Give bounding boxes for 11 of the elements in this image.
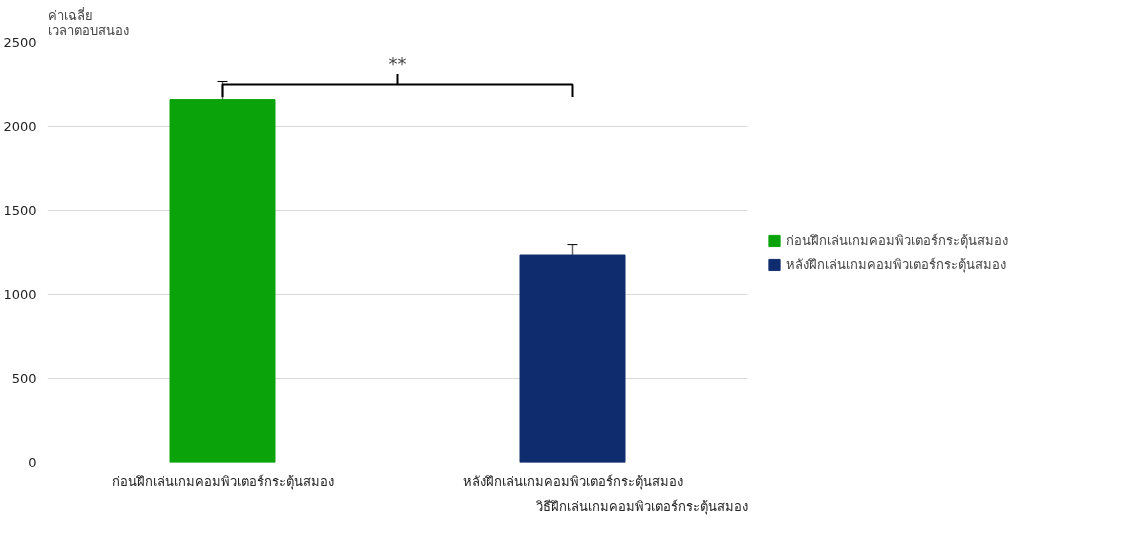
y-tick-label: 500 [11,371,37,386]
y-tick-label: 1000 [3,287,37,302]
y-tick-label: 2500 [3,35,37,50]
y-axis-title: ค่าเฉลี่ย เวลาตอบสนอง [47,6,129,38]
x-axis-title: วิธีฝึกเล่นเกมคอมพิวเตอร์กระตุ้นสมอง [534,498,748,515]
y-tick-label: 1500 [3,203,37,218]
legend-label: ก่อนฝึกเล่นเกมคอมพิวเตอร์กระตุ้นสมอง [786,231,1008,251]
legend-label: หลังฝึกเล่นเกมคอมพิวเตอร์กระตุ้นสมอง [786,255,1006,275]
y-tick-label: 2000 [3,119,37,134]
annotation: ** [388,53,407,74]
y-tick-label: 0 [28,455,37,470]
